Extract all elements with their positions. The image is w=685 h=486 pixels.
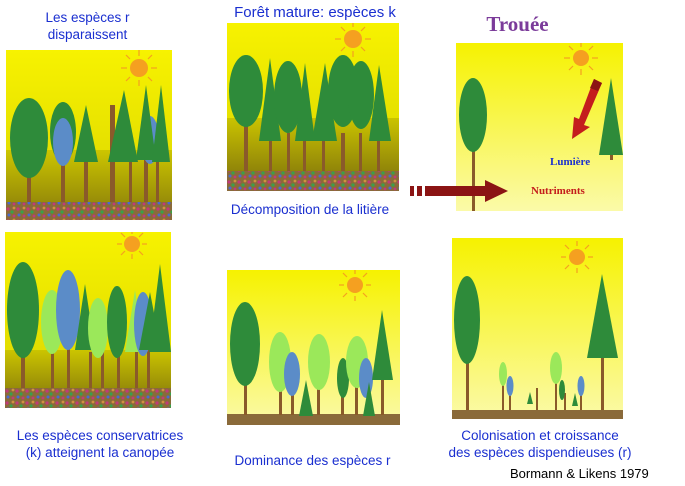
panel-gap xyxy=(456,43,623,211)
caption-colonisation-growth: Colonisation et croissance des espèces d… xyxy=(448,428,632,460)
label-light: Lumière xyxy=(550,156,591,168)
caption-gap: Trouée xyxy=(486,12,549,36)
caption-litter-decomposition: Décomposition de la litière xyxy=(230,202,390,217)
nutrients-arrow-icon xyxy=(410,180,508,202)
citation: Bormann & Likens 1979 xyxy=(510,466,649,481)
tree-deciduous-dark xyxy=(10,98,48,178)
caption-r-species-dominance: Dominance des espèces r xyxy=(234,453,391,468)
panel-k-species-canopy xyxy=(5,232,171,408)
sun-icon xyxy=(117,232,147,259)
panel-r-species-disappear xyxy=(6,50,172,220)
label-nutrients: Nutriments xyxy=(531,185,585,197)
sun-icon xyxy=(561,241,593,273)
sun-icon xyxy=(121,50,157,86)
panel-colonisation xyxy=(452,238,623,419)
caption-r-species-disappear: Les espèces r disparaissent xyxy=(45,10,130,42)
caption-k-species-reach-canopy: Les espèces conservatrices (k) atteignen… xyxy=(16,428,184,460)
caption-mature-forest: Forêt mature: espèces k xyxy=(234,4,396,21)
light-arrow-icon xyxy=(572,79,602,139)
panel-r-species-dominance xyxy=(227,270,400,425)
sun-icon xyxy=(564,43,598,75)
sun-icon xyxy=(335,23,371,57)
panel-mature-forest xyxy=(227,23,399,191)
sun-icon xyxy=(339,270,371,301)
